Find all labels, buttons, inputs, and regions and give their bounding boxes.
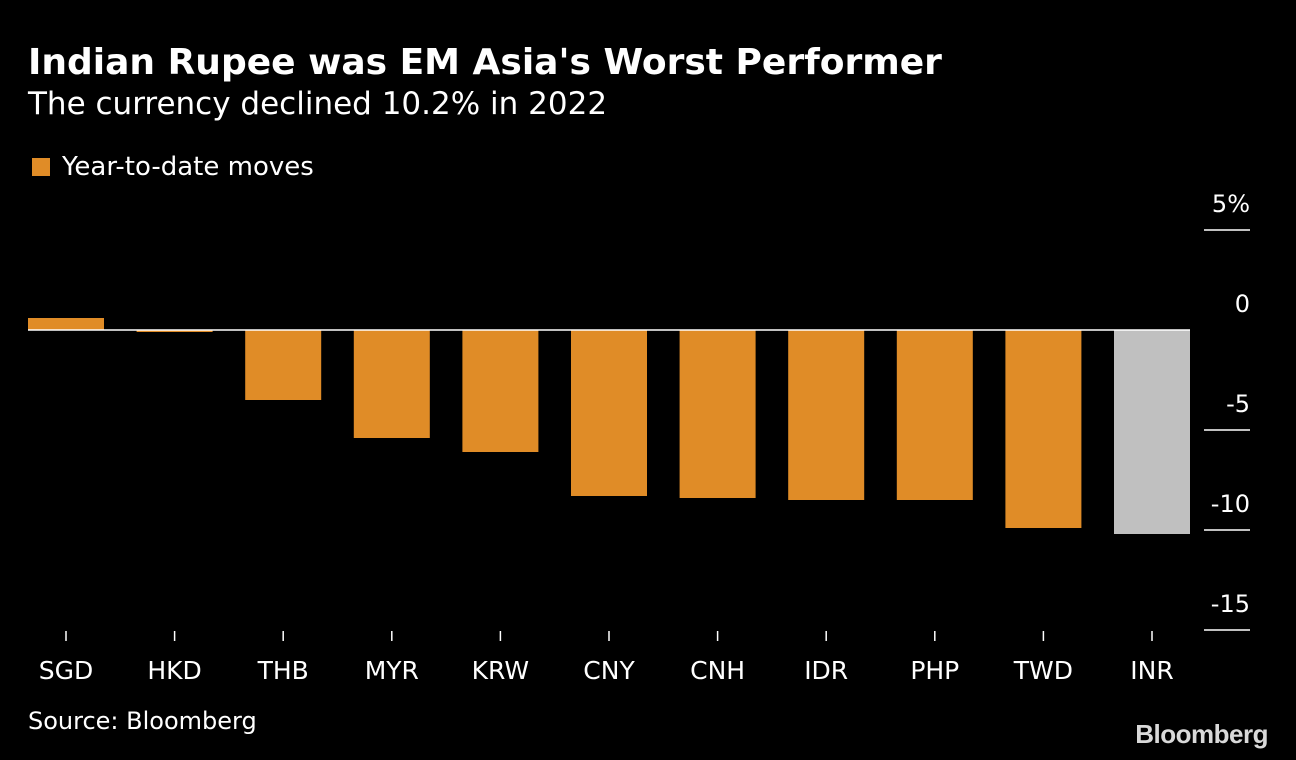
bloomberg-logo: Bloomberg <box>1135 719 1268 749</box>
chart-title: Indian Rupee was EM Asia's Worst Perform… <box>28 42 942 83</box>
bar-php <box>896 330 973 500</box>
x-tick-label-idr: IDR <box>804 656 848 685</box>
x-tick-label-twd: TWD <box>1013 656 1073 685</box>
y-axis: 5% 0 -5 -10 -15 <box>1204 190 1250 631</box>
bar-krw <box>462 330 539 452</box>
bars <box>28 318 1190 534</box>
bar-cnh <box>679 330 756 498</box>
y-tick-label: 0 <box>1235 290 1250 318</box>
bar-myr <box>353 330 430 438</box>
bar-thb <box>245 330 322 400</box>
x-tick-label-cnh: CNH <box>690 656 745 685</box>
y-tick-label: 5% <box>1212 190 1250 218</box>
x-tick-label-hkd: HKD <box>147 656 201 685</box>
source-note: Source: Bloomberg <box>28 707 257 735</box>
legend-label: Year-to-date moves <box>62 152 314 182</box>
x-tick-label-cny: CNY <box>583 656 635 685</box>
legend: Year-to-date moves <box>32 150 314 184</box>
bar-inr <box>1114 330 1190 534</box>
x-tick-label-myr: MYR <box>365 656 419 685</box>
y-tick-label: -15 <box>1211 590 1250 618</box>
bar-sgd <box>28 318 104 330</box>
y-tick-label: -10 <box>1211 490 1250 518</box>
y-tick-label: -5 <box>1226 390 1250 418</box>
x-tick-label-inr: INR <box>1130 656 1173 685</box>
chart-subtitle: The currency declined 10.2% in 2022 <box>28 86 608 122</box>
legend-swatch <box>32 158 50 176</box>
x-tick-label-php: PHP <box>910 656 959 685</box>
x-tick-label-thb: THB <box>257 656 309 685</box>
bar-hkd <box>136 330 213 332</box>
bar-cny <box>571 330 647 496</box>
bar-idr <box>788 330 865 500</box>
x-tick-label-sgd: SGD <box>39 656 94 685</box>
x-axis: SGD HKD THB MYR KRW CNY CNH IDR PHP TWD INR <box>39 631 1174 685</box>
x-tick-label-krw: KRW <box>472 656 529 685</box>
bar-twd <box>1005 330 1082 528</box>
